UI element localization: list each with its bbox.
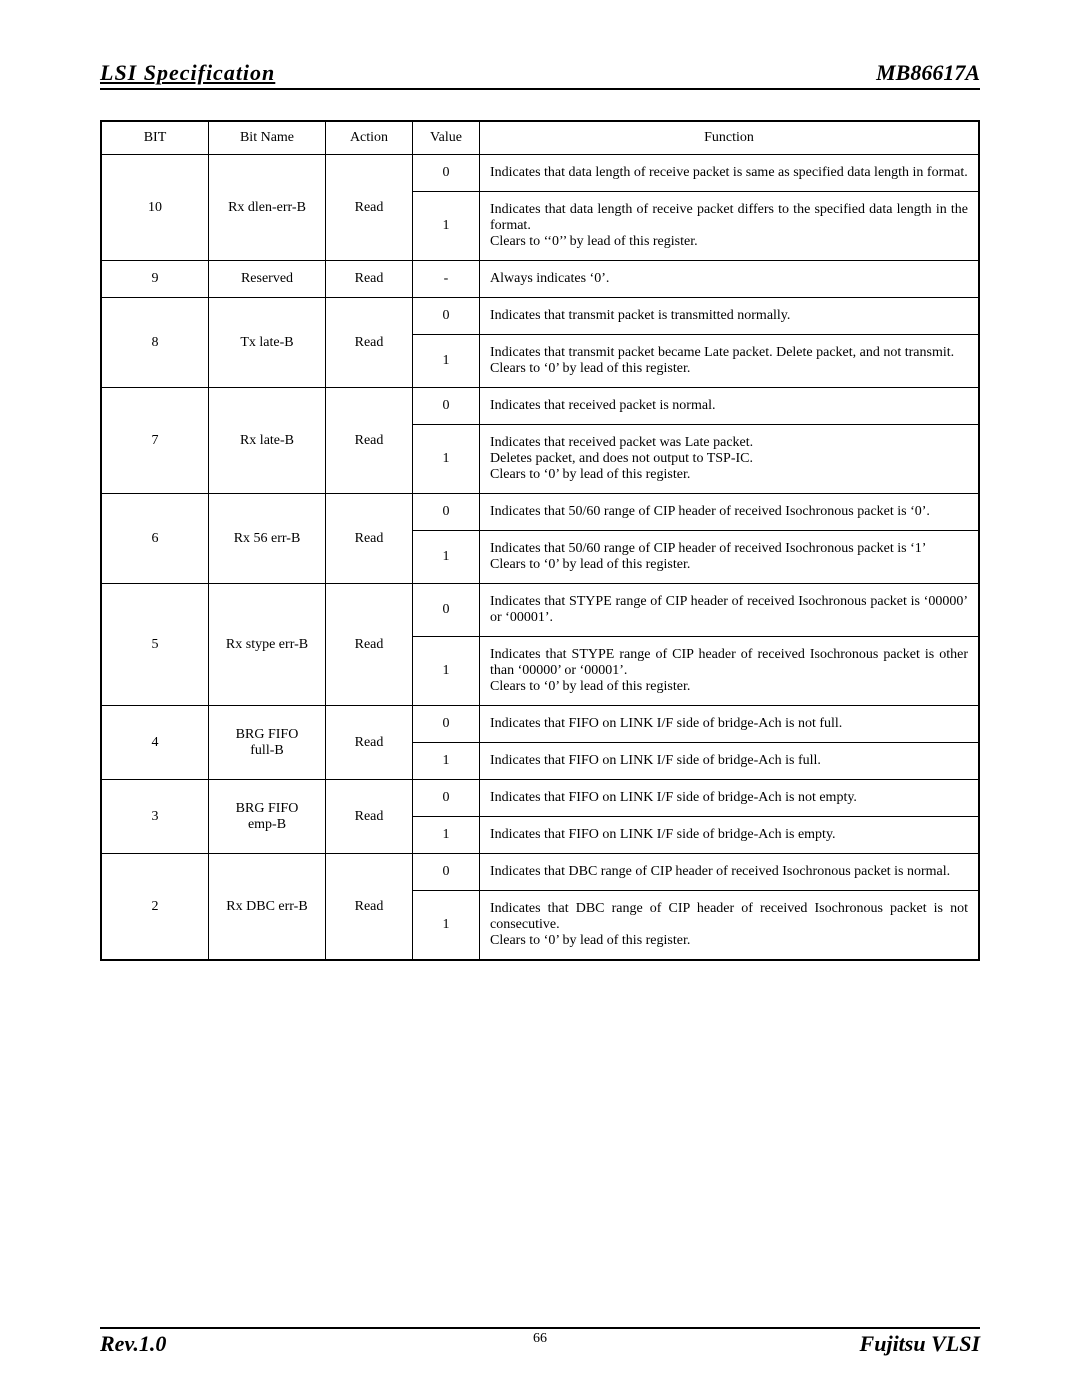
table-row: 6Rx 56 err-BRead0Indicates that 50/60 ra… bbox=[101, 494, 979, 531]
cell-action: Read bbox=[326, 298, 413, 388]
cell-value: 0 bbox=[413, 584, 480, 637]
cell-function: Indicates that FIFO on LINK I/F side of … bbox=[480, 780, 980, 817]
cell-bit: 3 bbox=[101, 780, 209, 854]
header-left: LSI Specification bbox=[100, 60, 275, 86]
cell-action: Read bbox=[326, 854, 413, 961]
cell-bitname: Rx late-B bbox=[209, 388, 326, 494]
cell-function: Indicates that transmit packet became La… bbox=[480, 335, 980, 388]
cell-value: 0 bbox=[413, 298, 480, 335]
cell-value: 0 bbox=[413, 854, 480, 891]
cell-function: Indicates that 50/60 range of CIP header… bbox=[480, 494, 980, 531]
cell-bit: 8 bbox=[101, 298, 209, 388]
footer-right: Fujitsu VLSI bbox=[860, 1331, 980, 1357]
cell-function: Indicates that data length of receive pa… bbox=[480, 155, 980, 192]
cell-action: Read bbox=[326, 780, 413, 854]
cell-value: 0 bbox=[413, 155, 480, 192]
cell-bitname: BRG FIFOfull-B bbox=[209, 706, 326, 780]
cell-function: Indicates that FIFO on LINK I/F side of … bbox=[480, 817, 980, 854]
cell-value: 0 bbox=[413, 706, 480, 743]
col-header-bit: BIT bbox=[101, 121, 209, 155]
cell-bitname: Reserved bbox=[209, 261, 326, 298]
table-row: 3BRG FIFOemp-BRead0Indicates that FIFO o… bbox=[101, 780, 979, 817]
cell-function: Indicates that received packet is normal… bbox=[480, 388, 980, 425]
footer-center: 66 bbox=[533, 1331, 547, 1347]
cell-value: 1 bbox=[413, 531, 480, 584]
cell-value: 1 bbox=[413, 743, 480, 780]
cell-function: Indicates that DBC range of CIP header o… bbox=[480, 891, 980, 961]
cell-function: Indicates that DBC range of CIP header o… bbox=[480, 854, 980, 891]
cell-action: Read bbox=[326, 155, 413, 261]
cell-function: Always indicates ‘0’. bbox=[480, 261, 980, 298]
cell-function: Indicates that transmit packet is transm… bbox=[480, 298, 980, 335]
cell-function: Indicates that FIFO on LINK I/F side of … bbox=[480, 743, 980, 780]
cell-value: 1 bbox=[413, 425, 480, 494]
table-row: 2Rx DBC err-BRead0Indicates that DBC ran… bbox=[101, 854, 979, 891]
cell-action: Read bbox=[326, 706, 413, 780]
cell-value: 0 bbox=[413, 388, 480, 425]
cell-action: Read bbox=[326, 494, 413, 584]
cell-bitname: BRG FIFOemp-B bbox=[209, 780, 326, 854]
cell-value: - bbox=[413, 261, 480, 298]
table-row: 8Tx late-BRead0Indicates that transmit p… bbox=[101, 298, 979, 335]
footer-left: Rev.1.0 bbox=[100, 1331, 166, 1357]
cell-bit: 2 bbox=[101, 854, 209, 961]
table-row: 10Rx dlen-err-BRead0Indicates that data … bbox=[101, 155, 979, 192]
cell-value: 1 bbox=[413, 335, 480, 388]
page-footer: Rev.1.0 66 Fujitsu VLSI bbox=[100, 1327, 980, 1357]
col-header-value: Value bbox=[413, 121, 480, 155]
cell-action: Read bbox=[326, 584, 413, 706]
cell-value: 0 bbox=[413, 494, 480, 531]
cell-function: Indicates that received packet was Late … bbox=[480, 425, 980, 494]
cell-bit: 9 bbox=[101, 261, 209, 298]
col-header-action: Action bbox=[326, 121, 413, 155]
cell-action: Read bbox=[326, 261, 413, 298]
cell-value: 1 bbox=[413, 637, 480, 706]
table-row: 4BRG FIFOfull-BRead0Indicates that FIFO … bbox=[101, 706, 979, 743]
cell-bitname: Tx late-B bbox=[209, 298, 326, 388]
table-row: 9ReservedRead-Always indicates ‘0’. bbox=[101, 261, 979, 298]
cell-function: Indicates that STYPE range of CIP header… bbox=[480, 584, 980, 637]
cell-function: Indicates that 50/60 range of CIP header… bbox=[480, 531, 980, 584]
cell-bit: 10 bbox=[101, 155, 209, 261]
cell-bitname: Rx 56 err-B bbox=[209, 494, 326, 584]
cell-bitname: Rx stype err-B bbox=[209, 584, 326, 706]
col-header-bitname: Bit Name bbox=[209, 121, 326, 155]
cell-value: 0 bbox=[413, 780, 480, 817]
table-row: 7Rx late-BRead0Indicates that received p… bbox=[101, 388, 979, 425]
cell-bit: 6 bbox=[101, 494, 209, 584]
cell-bit: 5 bbox=[101, 584, 209, 706]
cell-value: 1 bbox=[413, 192, 480, 261]
cell-function: Indicates that STYPE range of CIP header… bbox=[480, 637, 980, 706]
cell-function: Indicates that data length of receive pa… bbox=[480, 192, 980, 261]
header-right: MB86617A bbox=[876, 60, 980, 86]
cell-bit: 7 bbox=[101, 388, 209, 494]
cell-function: Indicates that FIFO on LINK I/F side of … bbox=[480, 706, 980, 743]
cell-value: 1 bbox=[413, 817, 480, 854]
cell-action: Read bbox=[326, 388, 413, 494]
table-header-row: BIT Bit Name Action Value Function bbox=[101, 121, 979, 155]
col-header-function: Function bbox=[480, 121, 980, 155]
cell-bitname: Rx dlen-err-B bbox=[209, 155, 326, 261]
spec-table: BIT Bit Name Action Value Function 10Rx … bbox=[100, 120, 980, 961]
cell-bit: 4 bbox=[101, 706, 209, 780]
table-row: 5Rx stype err-BRead0Indicates that STYPE… bbox=[101, 584, 979, 637]
page-header: LSI Specification MB86617A bbox=[100, 60, 980, 90]
cell-value: 1 bbox=[413, 891, 480, 961]
cell-bitname: Rx DBC err-B bbox=[209, 854, 326, 961]
